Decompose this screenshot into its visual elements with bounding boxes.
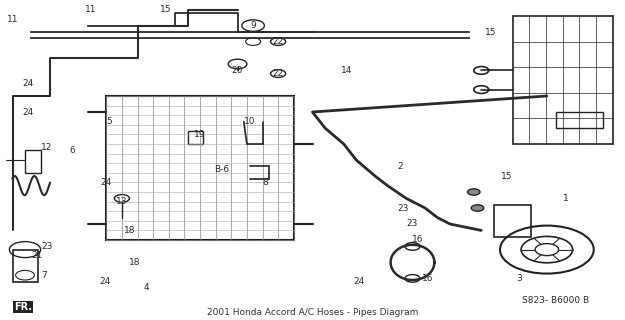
Text: 23: 23 [407,220,418,228]
Text: B-6: B-6 [214,165,229,174]
Text: 6: 6 [69,146,75,155]
Text: 14: 14 [341,66,352,75]
Text: 2: 2 [398,162,403,171]
Text: 12: 12 [41,143,52,152]
Bar [12,250,38,282]
Text: 15: 15 [160,5,171,14]
Text: 20: 20 [232,66,243,75]
Circle shape [468,189,480,195]
Bar [188,131,203,144]
Text: 23: 23 [41,242,52,251]
Circle shape [471,205,484,211]
Text: 10: 10 [244,117,256,126]
Text: 22: 22 [272,69,284,78]
Text: 3: 3 [516,274,522,283]
Text: 9: 9 [250,21,256,30]
Text: 24: 24 [101,178,112,187]
Text: FR.: FR. [14,302,32,312]
Text: 24: 24 [354,277,365,286]
Text: 2001 Honda Accord A/C Hoses - Pipes Diagram: 2001 Honda Accord A/C Hoses - Pipes Diag… [207,308,418,317]
Text: 18: 18 [129,258,140,267]
Text: 11: 11 [85,5,96,14]
Bar [556,112,603,128]
Text: 11: 11 [7,15,18,24]
Text: 13: 13 [116,197,128,206]
Bar [494,205,531,237]
Text: 24: 24 [99,277,111,286]
Text: 4: 4 [144,284,150,292]
Text: 8: 8 [262,178,269,187]
Text: 5: 5 [106,117,112,126]
Text: 7: 7 [41,271,47,280]
Text: 23: 23 [398,204,409,212]
Text: S823- B6000 B: S823- B6000 B [522,296,589,305]
Text: 24: 24 [22,79,34,88]
Text: 24: 24 [22,108,34,116]
Text: 15: 15 [501,172,512,180]
Text: 16: 16 [412,236,423,244]
Text: 18: 18 [124,226,136,235]
Bar [25,150,41,173]
Text: 1: 1 [562,194,569,203]
Text: 16: 16 [422,274,434,283]
Bar [512,16,612,144]
Text: 15: 15 [485,28,496,36]
Text: 19: 19 [194,130,206,139]
Bar [106,96,294,240]
Text: 21: 21 [32,252,43,260]
Text: 22: 22 [272,37,284,46]
